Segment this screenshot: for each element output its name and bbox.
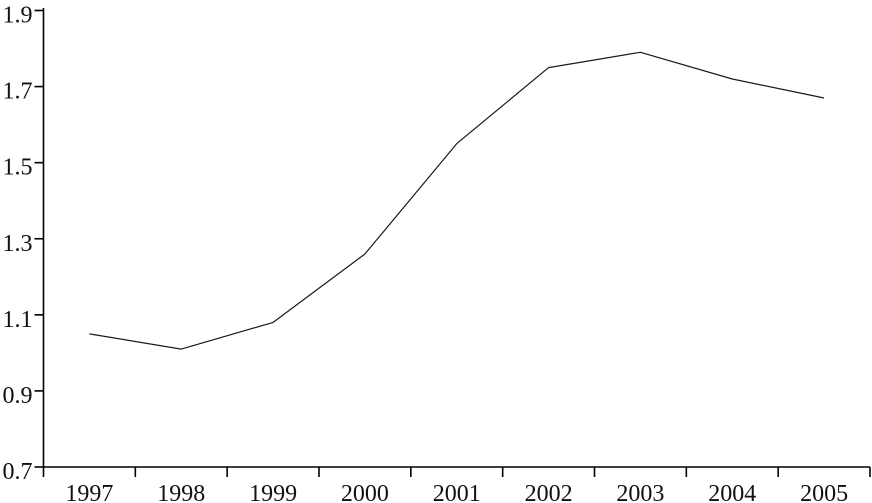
- y-tick-label: 0.7: [3, 459, 33, 485]
- x-tick-label: 2005: [800, 481, 848, 503]
- x-tick-label: 2001: [433, 481, 481, 503]
- x-tick-label: 2003: [616, 481, 664, 503]
- x-tick-label: 1998: [157, 481, 205, 503]
- y-tick-label: 1.7: [3, 79, 33, 105]
- y-tick-label: 1.5: [3, 155, 33, 181]
- x-tick-label: 2000: [341, 481, 389, 503]
- x-tick-label: 2004: [708, 481, 756, 503]
- y-tick-label: 1.9: [3, 3, 33, 29]
- y-tick-label: 1.1: [3, 307, 33, 333]
- x-tick-label: 1997: [65, 481, 113, 503]
- data-line-series: [89, 51, 825, 350]
- y-tick-label: 1.3: [3, 231, 33, 257]
- y-tick-label: 0.9: [3, 383, 33, 409]
- x-tick-label: 1999: [249, 481, 297, 503]
- x-tick-label: 2002: [525, 481, 573, 503]
